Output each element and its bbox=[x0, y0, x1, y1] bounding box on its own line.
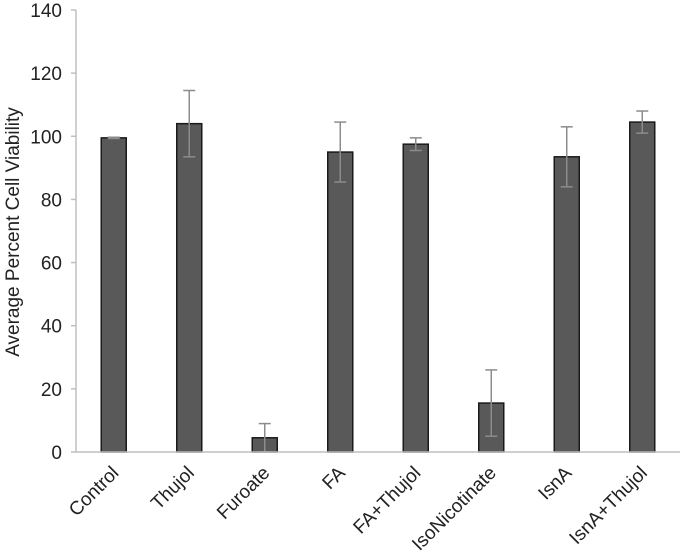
x-tick-label: IsnA bbox=[535, 462, 577, 504]
y-tick-label: 120 bbox=[30, 64, 62, 85]
y-tick-label: 100 bbox=[30, 127, 62, 148]
bars bbox=[100, 121, 656, 453]
x-tick-label: Control bbox=[65, 463, 123, 521]
y-tick-label: 140 bbox=[30, 1, 62, 22]
y-tick-label: 40 bbox=[41, 317, 62, 338]
x-tick-label: IsnA+Thujol bbox=[566, 463, 652, 549]
x-tick-label: Thujol bbox=[147, 463, 198, 514]
y-tick-label: 20 bbox=[41, 380, 62, 401]
bar-fa bbox=[327, 151, 354, 453]
bar-isna-thujol bbox=[629, 121, 656, 453]
y-axis-title: Average Percent Cell Viability bbox=[3, 107, 24, 357]
x-tick-label: Furoate bbox=[213, 463, 274, 524]
bar-isna bbox=[553, 156, 580, 453]
x-axis: Control Thujol Furoate FA FA+ThujolIsoNicoti… bbox=[65, 451, 680, 555]
x-tick-label: FA bbox=[319, 462, 351, 494]
y-axis: 0 20 40 60 80 100 120 140 bbox=[30, 1, 77, 464]
bar-thujol bbox=[176, 122, 203, 453]
bar-fa-thujol bbox=[402, 143, 429, 453]
y-tick-label: 60 bbox=[41, 254, 62, 275]
y-tick-label: 0 bbox=[51, 443, 62, 464]
y-tick-label: 80 bbox=[41, 190, 62, 211]
bar-control bbox=[100, 137, 127, 453]
x-tick-label: FA+Thujol bbox=[350, 463, 426, 539]
